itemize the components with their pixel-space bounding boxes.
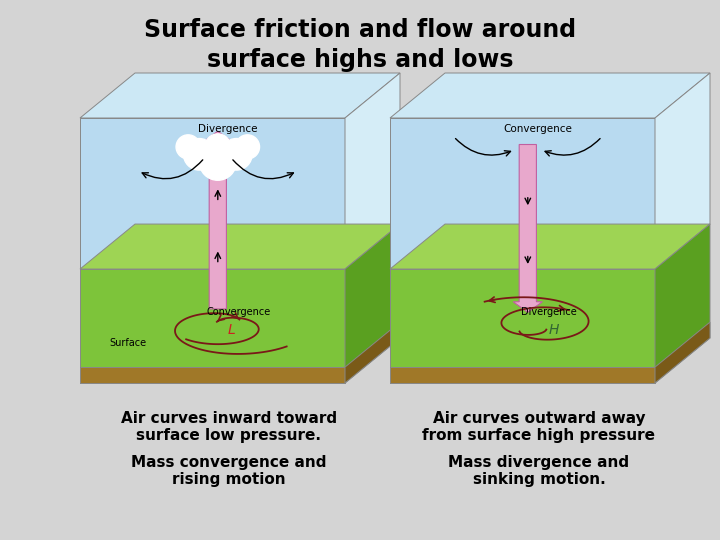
Polygon shape [390, 118, 655, 269]
Text: Convergence: Convergence [503, 124, 572, 133]
Circle shape [184, 139, 215, 170]
Polygon shape [390, 367, 655, 383]
Circle shape [176, 135, 200, 159]
Polygon shape [655, 322, 710, 383]
Text: Mass convergence and
rising motion: Mass convergence and rising motion [131, 455, 327, 488]
Circle shape [204, 134, 231, 160]
Polygon shape [345, 224, 400, 383]
Circle shape [235, 135, 259, 159]
Text: Divergence: Divergence [521, 307, 577, 318]
Polygon shape [655, 224, 710, 383]
Text: Mass divergence and
sinking motion.: Mass divergence and sinking motion. [449, 455, 629, 488]
Text: Divergence: Divergence [198, 124, 258, 133]
Text: Air curves outward away
from surface high pressure: Air curves outward away from surface hig… [423, 411, 655, 443]
Text: Air curves inward toward
surface low pressure.: Air curves inward toward surface low pre… [121, 411, 337, 443]
Polygon shape [345, 73, 400, 269]
Polygon shape [345, 322, 400, 383]
Polygon shape [80, 224, 400, 269]
Polygon shape [80, 367, 345, 383]
Circle shape [199, 143, 236, 180]
Polygon shape [390, 269, 655, 383]
Polygon shape [80, 269, 345, 383]
Text: Convergence: Convergence [207, 307, 271, 318]
FancyArrow shape [513, 145, 542, 312]
Polygon shape [390, 224, 710, 269]
Polygon shape [390, 73, 710, 118]
Circle shape [220, 139, 252, 170]
Text: H: H [549, 323, 559, 338]
Text: Surface friction and flow around
surface highs and lows: Surface friction and flow around surface… [144, 18, 576, 72]
Polygon shape [80, 73, 400, 118]
Text: L: L [227, 323, 235, 338]
FancyArrow shape [203, 131, 233, 309]
Polygon shape [80, 118, 345, 269]
Polygon shape [655, 73, 710, 269]
Text: Surface: Surface [109, 338, 146, 348]
